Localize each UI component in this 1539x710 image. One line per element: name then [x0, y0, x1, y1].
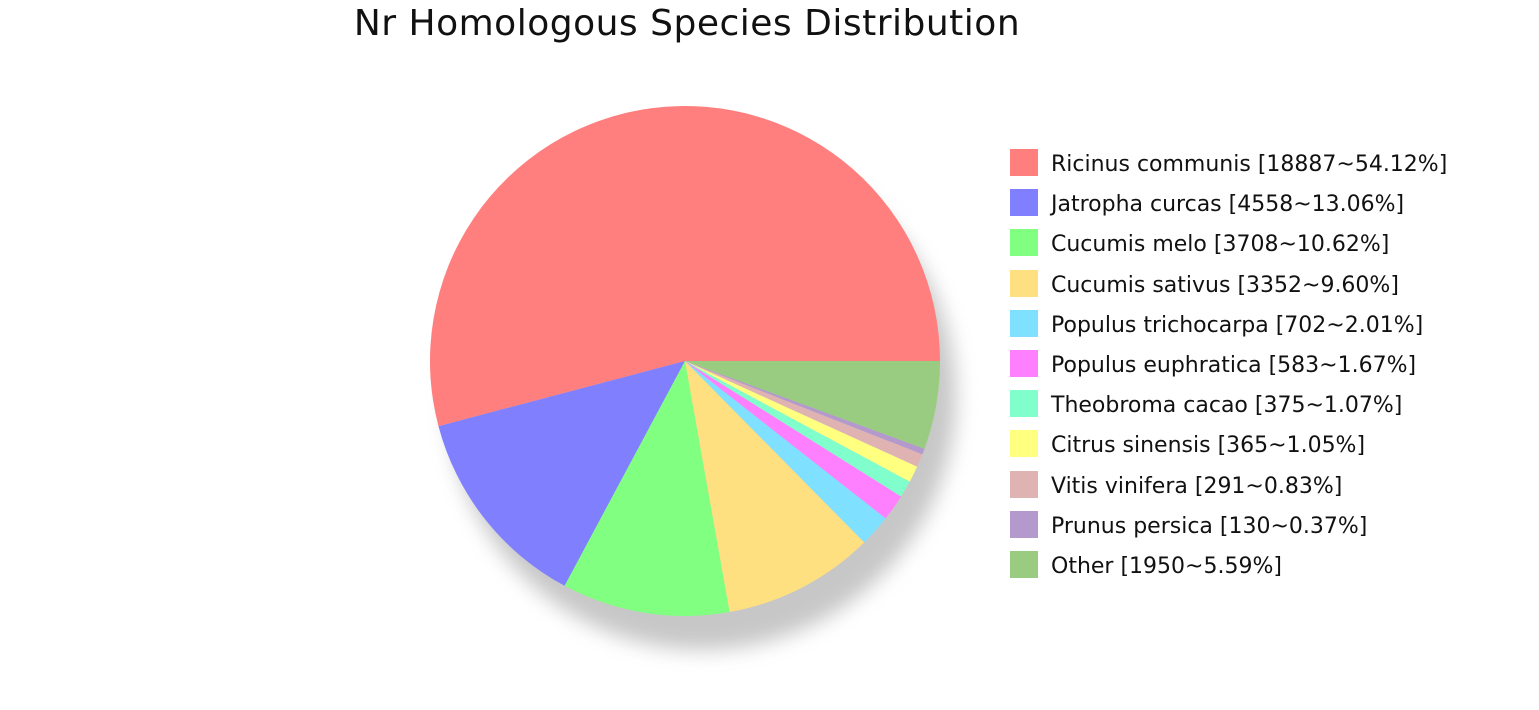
pie-slice-other [685, 361, 941, 449]
legend: Ricinus communis [18887~54.12%] Jatropha … [1010, 146, 1530, 588]
pie-slice-populus-euphratica [685, 361, 902, 519]
legend-item-vitis-vinifera: Vitis vinifera [291~0.83%] [1010, 468, 1530, 508]
pie-slice-theobroma-cacao [685, 361, 910, 497]
legend-label: Populus trichocarpa [702~2.01%] [1051, 312, 1424, 338]
legend-swatch [1010, 149, 1038, 176]
legend-item-ricinus-communis: Ricinus communis [18887~54.12%] [1010, 146, 1530, 186]
pie-slice-cucumis-sativus [685, 361, 865, 613]
legend-label: Vitis vinifera [291~0.83%] [1051, 473, 1343, 499]
pie-slice-prunus-persica [685, 361, 925, 455]
pie-slice-vitis-vinifera [685, 361, 923, 467]
legend-label: Citrus sinensis [365~1.05%] [1051, 433, 1366, 459]
legend-swatch [1010, 510, 1038, 538]
legend-item-other: Other [1950~5.59%] [1010, 548, 1530, 588]
legend-swatch [1010, 390, 1038, 418]
legend-item-theobroma-cacao: Theobroma cacao [375~1.07%] [1010, 387, 1530, 427]
legend-label: Theobroma cacao [375~1.07%] [1051, 393, 1403, 419]
pie-slice-populus-trichocarpa [685, 361, 886, 543]
pie-slice-citrus-sinensis [685, 361, 918, 482]
legend-item-populus-trichocarpa: Populus trichocarpa [702~2.01%] [1010, 307, 1530, 347]
legend-item-cucumis-melo: Cucumis melo [3708~10.62%] [1010, 226, 1530, 266]
legend-item-prunus-persica: Prunus persica [130~0.37%] [1010, 508, 1530, 548]
legend-swatch [1010, 309, 1038, 337]
legend-label: Jatropha curcas [4558~13.06%] [1051, 192, 1405, 218]
legend-label: Cucumis sativus [3352~9.60%] [1051, 272, 1399, 298]
legend-label: Other [1950~5.59%] [1051, 553, 1282, 579]
legend-item-jatropha-curcas: Jatropha curcas [4558~13.06%] [1010, 186, 1530, 226]
legend-swatch [1010, 470, 1038, 498]
legend-item-populus-euphratica: Populus euphratica [583~1.67%] [1010, 347, 1530, 387]
legend-label: Cucumis melo [3708~10.62%] [1051, 232, 1390, 258]
legend-swatch [1010, 229, 1038, 257]
legend-item-cucumis-sativus: Cucumis sativus [3352~9.60%] [1010, 267, 1530, 307]
pie-slices [430, 105, 941, 616]
legend-swatch [1010, 269, 1038, 297]
legend-label: Populus euphratica [583~1.67%] [1051, 352, 1417, 378]
legend-swatch [1010, 349, 1038, 377]
legend-swatch [1010, 430, 1038, 458]
legend-item-citrus-sinensis: Citrus sinensis [365~1.05%] [1010, 427, 1530, 467]
chart-title: Nr Homologous Species Distribution [353, 3, 1021, 44]
legend-label: Ricinus communis [18887~54.12%] [1051, 152, 1448, 177]
pie-slice-ricinus-communis [430, 105, 940, 427]
legend-label: Prunus persica [130~0.37%] [1051, 513, 1368, 539]
pie-slice-jatropha-curcas [438, 361, 685, 586]
pie-slice-cucumis-melo [564, 361, 730, 616]
legend-swatch [1010, 550, 1038, 578]
legend-swatch [1010, 189, 1038, 217]
